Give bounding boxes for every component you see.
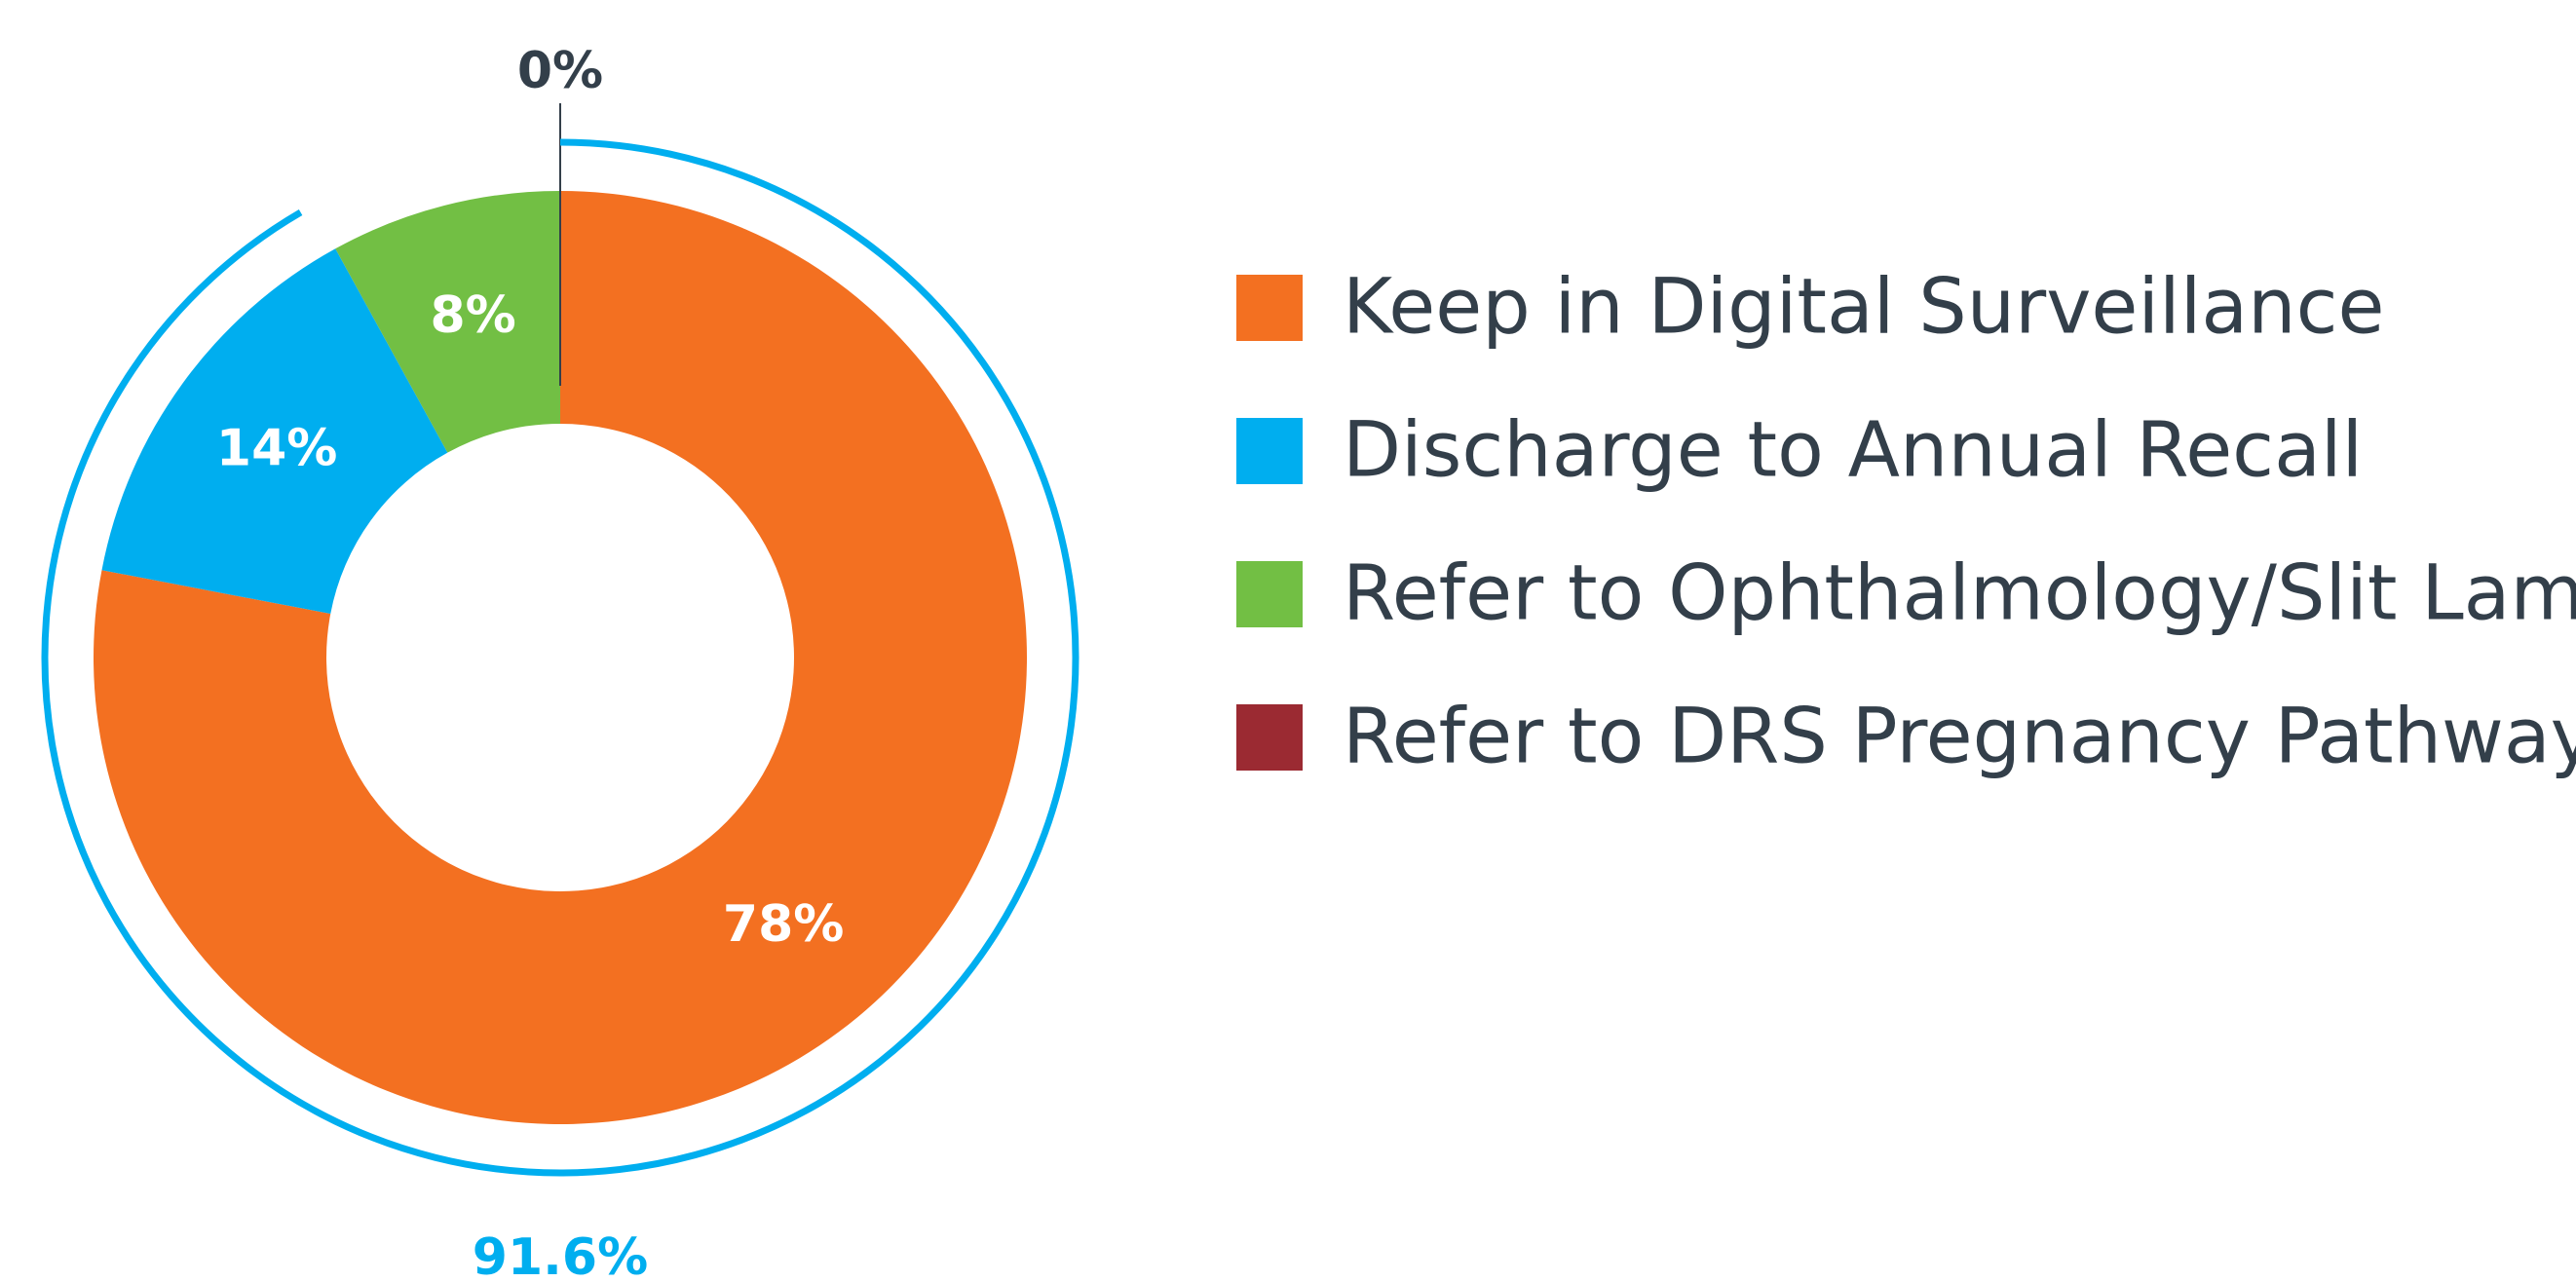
annotation-arc bbox=[41, 138, 1080, 1177]
slice-label: 0% bbox=[517, 42, 603, 100]
legend-label: Keep in Digital Surveillance bbox=[1343, 263, 2385, 351]
donut-slice bbox=[94, 191, 1028, 1125]
annotation-label: 91.6% bbox=[473, 1228, 648, 1282]
slice-label: 78% bbox=[723, 895, 844, 954]
slice-label: 8% bbox=[430, 286, 515, 345]
legend-swatch bbox=[1236, 275, 1303, 341]
legend-swatch bbox=[1236, 561, 1303, 627]
legend-swatch bbox=[1236, 418, 1303, 484]
donut-slice bbox=[335, 191, 560, 453]
legend-label: Refer to Ophthalmology/Slit Lamp bbox=[1343, 549, 2576, 637]
legend-label: Discharge to Annual Recall bbox=[1343, 406, 2363, 494]
slice-label: 14% bbox=[216, 420, 337, 478]
donut-slice bbox=[101, 248, 448, 615]
legend-swatch bbox=[1236, 704, 1303, 771]
legend-label: Refer to DRS Pregnancy Pathway bbox=[1343, 693, 2576, 780]
